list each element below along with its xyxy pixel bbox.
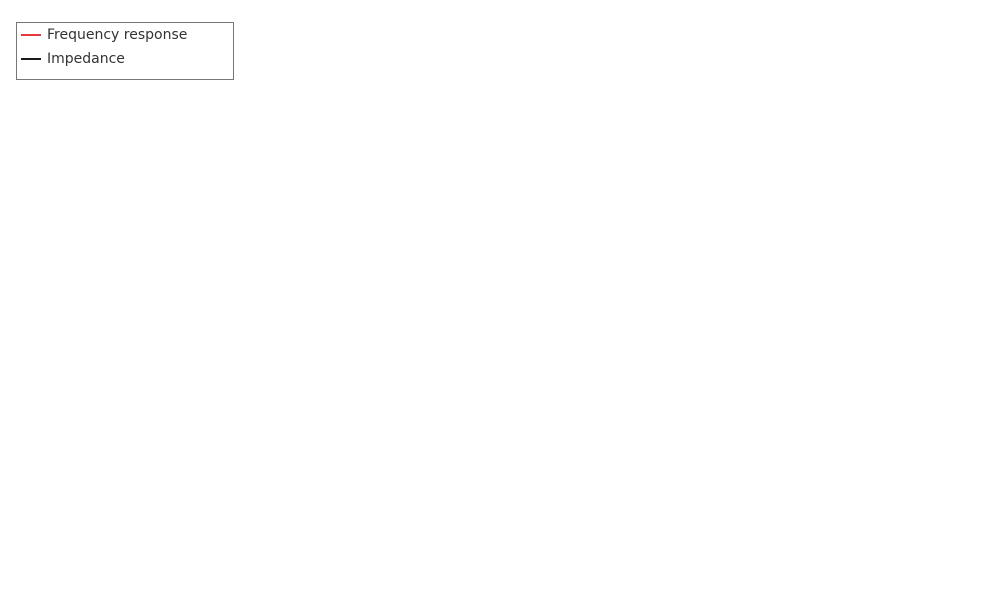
y-axis-label: Level (SPL): [25, 252, 45, 360]
y-tick-label: 100: [47, 178, 72, 193]
legend-label: Frequency response: [47, 27, 188, 43]
legend-item-frequency-response[interactable]: Frequency response: [17, 23, 233, 47]
y-tick-label: 70: [55, 324, 72, 339]
y2-tick-label: 35: [950, 227, 967, 242]
y-tick-label: 110: [47, 130, 72, 145]
legend-swatch-red: [21, 34, 41, 36]
y-tick-label: 30: [55, 519, 72, 534]
y-tick-label: 50: [55, 422, 72, 437]
x-tick-label: 100: [266, 535, 291, 550]
x-tick-label: 5k: [752, 535, 768, 550]
x-axis-label: Frequency (Hz): [432, 555, 577, 575]
legend-item-impedance[interactable]: Impedance: [17, 47, 233, 71]
impedance-line: [79, 158, 931, 519]
x-tick-label: 1k: [553, 535, 569, 550]
frequency-response-line: [79, 242, 932, 373]
y-tick-label: 80: [55, 276, 72, 291]
y2-tick-label: 20: [950, 375, 967, 390]
x-tick-label: 2k: [639, 535, 655, 550]
y2-tick-label: 10: [950, 473, 967, 488]
x-tick-label: 200: [351, 535, 376, 550]
x-tick-label: 10k: [833, 535, 858, 550]
y-tick-label: 40: [55, 470, 72, 485]
x-tick-label: 20k: [918, 535, 943, 550]
legend-swatch-black: [21, 58, 41, 60]
legend: Frequency response Impedance: [16, 22, 234, 80]
y2-tick-label: 0: [954, 522, 962, 537]
legend-label: Impedance: [47, 51, 125, 67]
x-tick-label: 20: [72, 535, 89, 550]
y-tick-label: 90: [55, 227, 72, 242]
y2-tick-label: 15: [950, 424, 967, 439]
y2-axis-label: Level (ohm): [968, 249, 988, 363]
y-tick-label: 120: [47, 81, 72, 96]
x-tick-label: 500: [464, 535, 489, 550]
y-tick-label: 60: [55, 373, 72, 388]
x-tick-label: 50: [184, 535, 201, 550]
y2-tick-label: 25: [950, 326, 967, 341]
y2-tick-label: 30: [950, 276, 967, 291]
y2-tick-label: 40: [950, 178, 967, 193]
